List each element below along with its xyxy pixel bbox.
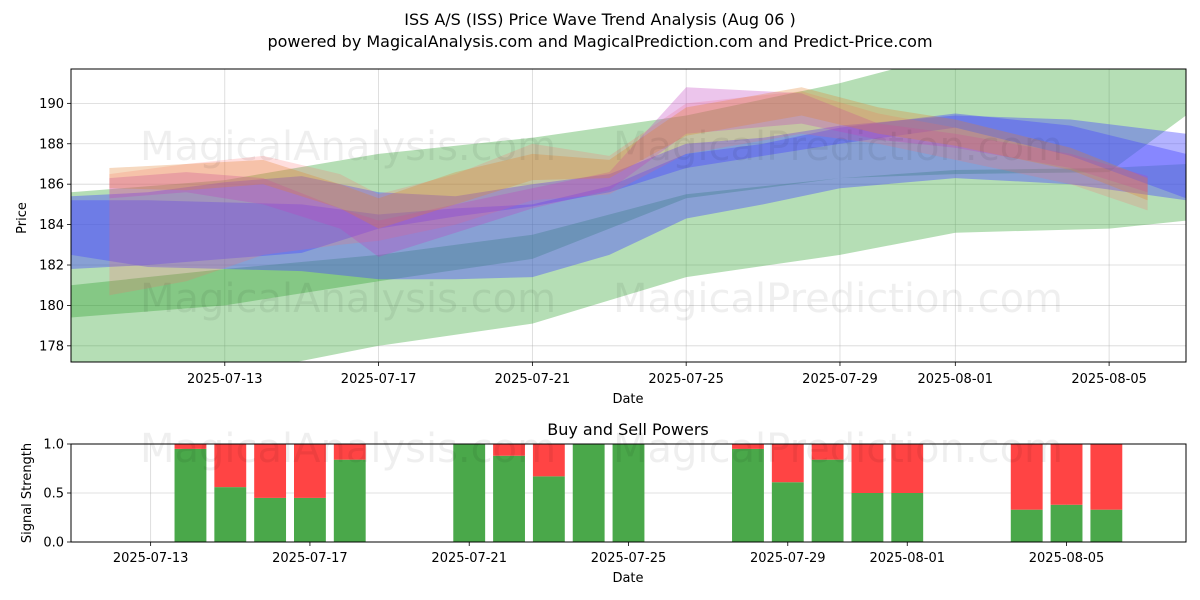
signal-watermarks: MagicalAnalysis.com MagicalPrediction.co… [140,426,1063,472]
buy-power-bar [1050,504,1083,542]
signal-chart-title: Buy and Sell Powers [547,420,709,439]
y-tick-label: 190 [39,97,64,112]
price-plot-area [71,69,1186,362]
signal-y-axis-label: Signal Strength [20,443,35,543]
y-tick-label: 182 [39,259,64,274]
watermark-text: MagicalAnalysis.com [140,426,556,472]
sell-power-bar [891,444,924,493]
x-tick-label: 2025-07-21 [431,551,507,566]
signal-axis-ticks: 2025-07-13 2025-07-17 2025-07-21 2025-07-25… [43,438,1104,567]
main-title: ISS A/S (ISS) Price Wave Trend Analysis … [404,10,796,29]
x-tick-label: 2025-07-25 [591,551,667,566]
signal-bars [174,444,1123,542]
sell-power-bar [254,444,287,498]
sell-power-bar [333,444,366,460]
sell-power-bar [532,444,565,477]
price-grid [71,69,1186,362]
blue-wave-band [71,113,1186,280]
price-bands-clipped [71,69,1186,362]
x-tick-label: 2025-07-21 [495,372,571,387]
orange-wave-band [109,87,1148,229]
buy-power-bar [254,497,287,542]
buy-power-bar [174,448,207,542]
buy-power-bar [493,455,525,542]
sell-power-bar [214,444,247,488]
sell-power-bar [294,444,326,498]
x-tick-label: 2025-08-01 [918,372,994,387]
buy-power-bar [612,444,645,542]
buy-power-bar [333,459,366,542]
buy-power-bar [294,497,326,542]
signal-x-axis-label: Date [612,571,643,586]
watermark-text: MagicalPrediction.com [613,426,1063,472]
buy-power-bar [572,444,605,542]
main-subtitle: powered by MagicalAnalysis.com and Magic… [267,32,932,51]
x-tick-label: 2025-08-05 [1029,551,1105,566]
y-tick-label: 180 [39,299,64,314]
blue-wave-band [71,115,1186,269]
sell-power-bar [851,444,884,493]
sell-power-bar [1050,444,1083,505]
buy-power-bar [851,493,884,542]
x-tick-label: 2025-07-17 [272,551,348,566]
y-tick-label: 0.5 [43,487,64,502]
green-wave-band [71,164,1186,362]
sell-power-bar [1010,444,1043,510]
y-tick-label: 1.0 [43,438,64,453]
y-tick-label: 188 [39,137,64,152]
buy-power-bar [811,459,844,542]
price-plot-frame [70,68,1187,363]
watermark-text: MagicalAnalysis.com [140,124,556,170]
x-tick-label: 2025-08-05 [1071,372,1147,387]
buy-power-bar [1090,509,1123,542]
x-tick-label: 2025-07-13 [187,372,263,387]
buy-power-bar [532,476,565,542]
price-axis-ticks: 2025-07-13 2025-07-17 2025-07-21 2025-07-25… [39,97,1147,387]
x-tick-label: 2025-07-17 [341,372,417,387]
y-tick-label: 178 [39,339,64,354]
x-tick-label: 2025-07-13 [113,551,189,566]
buy-power-bar [453,444,486,542]
watermark-text: MagicalPrediction.com [613,124,1063,170]
sell-power-bar [771,444,804,483]
buy-power-bar [214,487,247,542]
watermark-text: MagicalAnalysis.com [140,276,556,322]
price-x-axis-label: Date [612,392,643,407]
x-tick-label: 2025-07-29 [802,372,878,387]
green-wave-band [71,69,1186,318]
red-wave-band [109,91,1148,296]
x-tick-label: 2025-08-01 [869,551,945,566]
x-tick-label: 2025-07-29 [750,551,826,566]
sell-power-bar [732,444,764,449]
buy-power-bar [771,482,804,542]
buy-power-bar [732,448,764,542]
watermark-text: MagicalPrediction.com [613,276,1063,322]
price-y-axis-label: Price [15,202,30,234]
signal-chart: Buy and Sell Powers MagicalAnalysis.com … [20,420,1187,586]
buy-power-bar [891,493,924,542]
sell-power-bar [493,444,525,456]
price-watermarks: MagicalAnalysis.com MagicalPrediction.co… [140,124,1063,322]
sell-power-bar [1090,444,1123,510]
price-chart: MagicalAnalysis.com MagicalPrediction.co… [15,68,1187,407]
buy-power-bar [1010,509,1043,542]
x-tick-label: 2025-07-25 [648,372,724,387]
sell-power-bar [174,444,207,449]
y-tick-label: 186 [39,178,64,193]
magenta-wave-band [109,87,1148,257]
price-bands [71,69,1186,362]
y-tick-label: 0.0 [43,536,64,551]
y-tick-label: 184 [39,218,64,233]
sell-power-bar [811,444,844,460]
